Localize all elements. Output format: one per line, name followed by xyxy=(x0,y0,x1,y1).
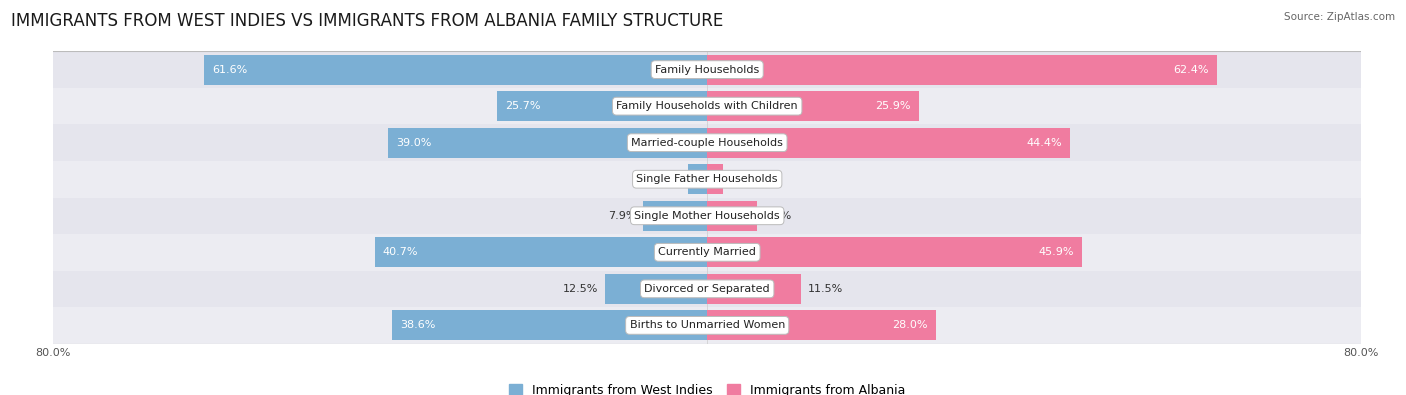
Text: 38.6%: 38.6% xyxy=(399,320,436,330)
Bar xyxy=(53,271,1361,307)
Text: 39.0%: 39.0% xyxy=(396,138,432,148)
Text: 44.4%: 44.4% xyxy=(1026,138,1062,148)
Text: 25.9%: 25.9% xyxy=(875,101,911,111)
Bar xyxy=(605,274,707,304)
Bar xyxy=(643,201,707,231)
Bar xyxy=(392,310,707,340)
Bar xyxy=(53,198,1361,234)
Bar xyxy=(707,274,801,304)
Text: 25.7%: 25.7% xyxy=(505,101,541,111)
Bar xyxy=(53,51,1361,88)
Bar xyxy=(707,91,920,121)
Bar xyxy=(204,55,707,85)
Text: Source: ZipAtlas.com: Source: ZipAtlas.com xyxy=(1284,12,1395,22)
Text: Divorced or Separated: Divorced or Separated xyxy=(644,284,770,294)
Text: Family Households with Children: Family Households with Children xyxy=(616,101,799,111)
Text: 11.5%: 11.5% xyxy=(807,284,844,294)
Text: Births to Unmarried Women: Births to Unmarried Women xyxy=(630,320,785,330)
Text: 61.6%: 61.6% xyxy=(212,65,247,75)
Bar xyxy=(689,164,707,194)
Text: Single Mother Households: Single Mother Households xyxy=(634,211,780,221)
Bar xyxy=(707,310,936,340)
Bar xyxy=(53,161,1361,198)
Bar xyxy=(53,307,1361,344)
Text: 12.5%: 12.5% xyxy=(564,284,599,294)
Text: 28.0%: 28.0% xyxy=(893,320,928,330)
Bar xyxy=(707,201,756,231)
Bar xyxy=(707,55,1218,85)
Text: 2.3%: 2.3% xyxy=(654,174,682,184)
Text: Single Father Households: Single Father Households xyxy=(637,174,778,184)
Bar xyxy=(707,164,723,194)
Text: 1.9%: 1.9% xyxy=(730,174,758,184)
Bar xyxy=(53,234,1361,271)
Text: Currently Married: Currently Married xyxy=(658,247,756,257)
Text: 7.9%: 7.9% xyxy=(607,211,636,221)
Bar xyxy=(53,124,1361,161)
Legend: Immigrants from West Indies, Immigrants from Albania: Immigrants from West Indies, Immigrants … xyxy=(505,379,910,395)
Bar xyxy=(707,128,1070,158)
Text: IMMIGRANTS FROM WEST INDIES VS IMMIGRANTS FROM ALBANIA FAMILY STRUCTURE: IMMIGRANTS FROM WEST INDIES VS IMMIGRANT… xyxy=(11,12,724,30)
Bar xyxy=(707,237,1083,267)
Text: Family Households: Family Households xyxy=(655,65,759,75)
Text: 45.9%: 45.9% xyxy=(1039,247,1074,257)
Bar xyxy=(498,91,707,121)
Bar xyxy=(388,128,707,158)
Text: 40.7%: 40.7% xyxy=(382,247,418,257)
Bar xyxy=(374,237,707,267)
Bar xyxy=(53,88,1361,124)
Text: Married-couple Households: Married-couple Households xyxy=(631,138,783,148)
Text: 62.4%: 62.4% xyxy=(1174,65,1209,75)
Text: 6.1%: 6.1% xyxy=(763,211,792,221)
